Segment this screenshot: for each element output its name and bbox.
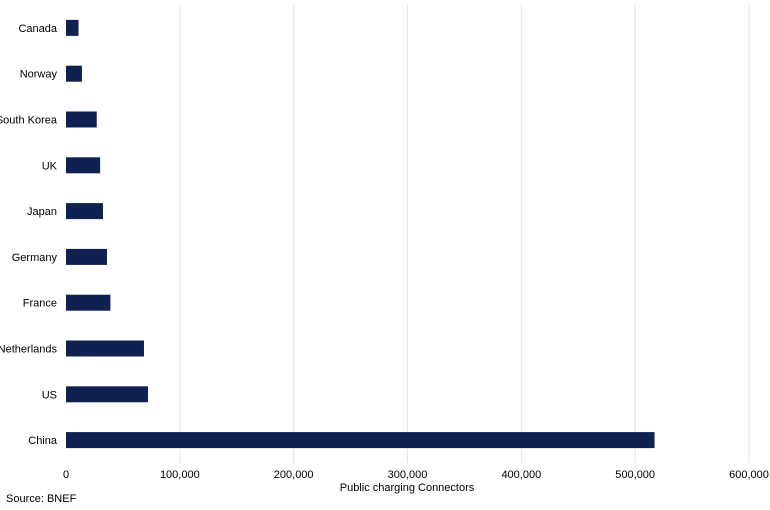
- x-tick-label: 400,000: [501, 469, 541, 481]
- bar-uk: [66, 157, 101, 174]
- bar-china: [66, 432, 655, 449]
- category-label: Netherlands: [0, 344, 57, 356]
- category-label: Canada: [18, 23, 57, 35]
- x-tick-label: 0: [63, 469, 69, 481]
- category-label: South Korea: [0, 115, 58, 127]
- category-label: Norway: [20, 69, 58, 81]
- bar-netherlands: [66, 340, 144, 357]
- bar-us: [66, 386, 148, 403]
- gridlines: [179, 5, 750, 463]
- bar-south-korea: [66, 111, 97, 128]
- category-label: US: [42, 389, 57, 401]
- bar-france: [66, 294, 111, 311]
- x-tick-label: 500,000: [615, 469, 655, 481]
- bar-germany: [66, 248, 107, 265]
- x-tick-label: 600,000: [729, 469, 769, 481]
- category-label: China: [28, 435, 58, 447]
- x-tick-label: 300,000: [388, 469, 428, 481]
- bar-japan: [66, 203, 103, 220]
- x-tick-labels: 0 100,000 200,000 300,000 400,000 500,000 600,…: [63, 469, 769, 481]
- category-label: Germany: [12, 252, 58, 264]
- category-label: UK: [42, 160, 58, 172]
- bar-norway: [66, 65, 82, 82]
- x-tick-label: 200,000: [274, 469, 314, 481]
- category-labels: Canada Norway South Korea UK Japan Germany Fra…: [0, 23, 58, 447]
- x-tick-label: 100,000: [160, 469, 200, 481]
- x-axis-label: Public charging Connectors: [340, 482, 475, 494]
- source-note: Source: BNEF: [6, 493, 77, 505]
- category-label: France: [23, 298, 57, 310]
- bar-canada: [66, 19, 79, 36]
- bars: [66, 19, 655, 449]
- category-label: Japan: [27, 206, 57, 218]
